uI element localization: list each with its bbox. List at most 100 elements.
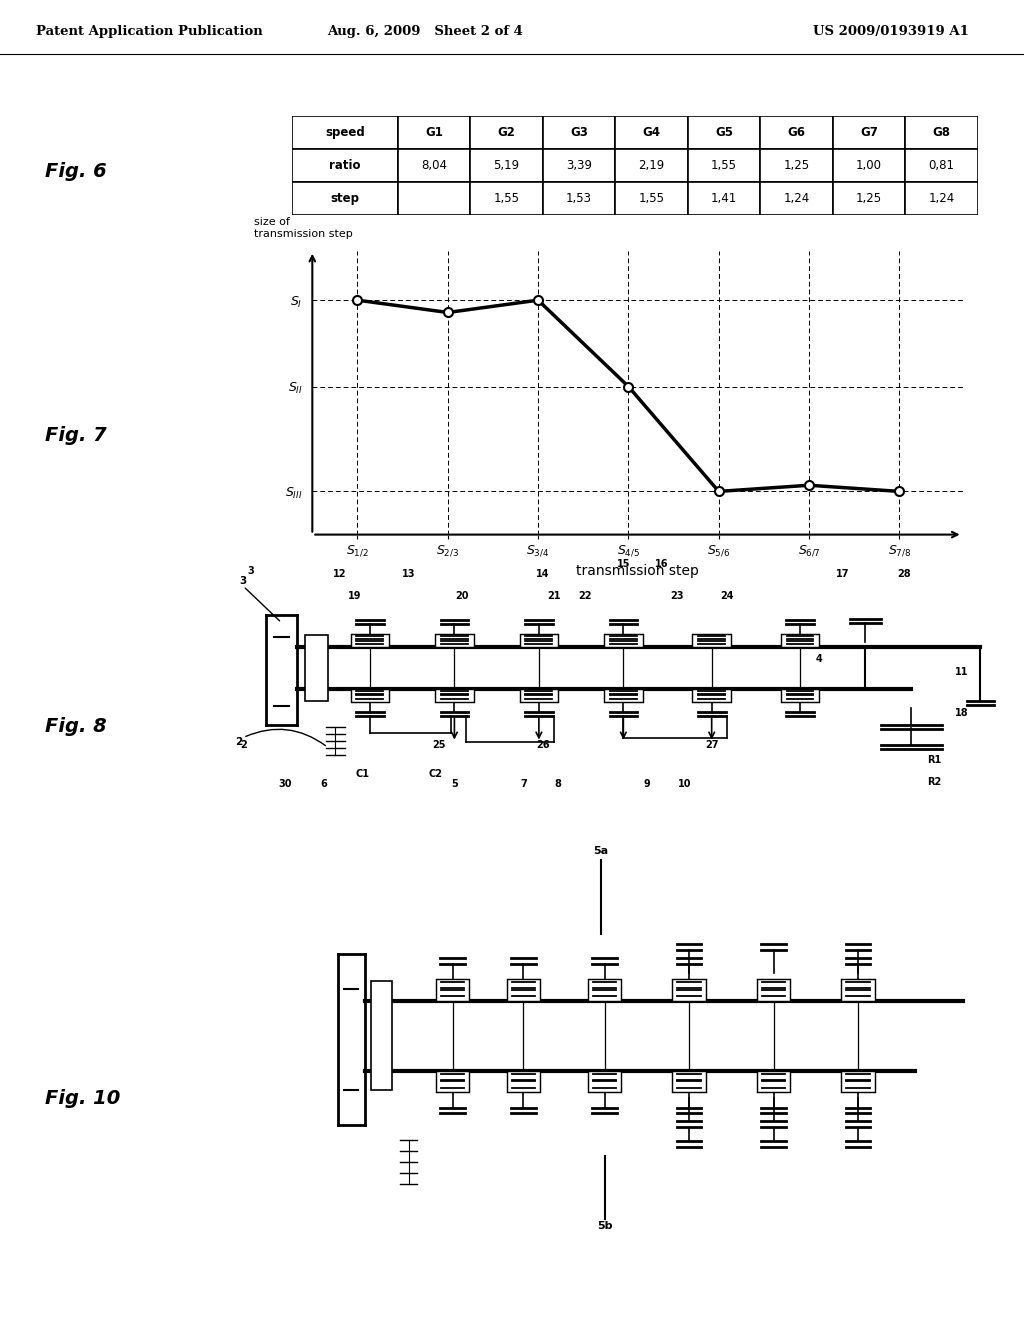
Text: 16: 16 [655, 560, 669, 569]
Bar [833, 149, 905, 182]
Text: 17: 17 [836, 569, 849, 579]
Text: 12: 12 [333, 569, 346, 579]
Bar [543, 116, 615, 149]
Text: Patent Application Publication: Patent Application Publication [36, 25, 262, 38]
Text: G6: G6 [787, 127, 806, 139]
Bar [841, 1071, 874, 1092]
Bar [672, 979, 706, 1001]
Text: 28: 28 [897, 569, 910, 579]
Bar [372, 981, 391, 1090]
Bar [435, 1071, 469, 1092]
Text: 27: 27 [705, 741, 719, 750]
Text: G7: G7 [860, 127, 879, 139]
Bar [305, 635, 328, 701]
Text: ratio: ratio [329, 160, 360, 172]
Bar [615, 116, 688, 149]
Bar [780, 689, 819, 702]
Text: 20: 20 [456, 591, 469, 601]
Bar [350, 634, 389, 647]
Text: G5: G5 [715, 127, 733, 139]
Bar [435, 979, 469, 1001]
Bar [604, 689, 643, 702]
Text: 8,04: 8,04 [421, 160, 447, 172]
Text: 3,39: 3,39 [566, 160, 592, 172]
Text: 25: 25 [432, 741, 445, 750]
Text: 13: 13 [401, 569, 415, 579]
Text: 5: 5 [451, 779, 458, 789]
Text: 3: 3 [248, 566, 254, 577]
Bar [507, 979, 541, 1001]
Text: 3: 3 [240, 577, 247, 586]
Bar [470, 149, 543, 182]
Bar [692, 689, 731, 702]
Text: C2: C2 [428, 770, 442, 779]
Text: G2: G2 [498, 127, 515, 139]
Text: 2,19: 2,19 [639, 160, 665, 172]
Text: 5a: 5a [594, 846, 608, 855]
Bar [519, 634, 558, 647]
Text: C1: C1 [355, 770, 370, 779]
Bar [398, 182, 470, 215]
Text: 2: 2 [236, 738, 243, 747]
Bar [588, 979, 622, 1001]
Text: Fig. 8: Fig. 8 [45, 717, 106, 735]
Text: 1,24: 1,24 [783, 193, 810, 205]
Bar [350, 689, 389, 702]
Text: 6: 6 [321, 779, 328, 789]
Bar [604, 634, 643, 647]
Bar [588, 1071, 622, 1092]
Text: US 2009/0193919 A1: US 2009/0193919 A1 [813, 25, 969, 38]
Text: 1,25: 1,25 [783, 160, 810, 172]
Bar [692, 634, 731, 647]
Bar [507, 1071, 541, 1092]
Bar [841, 979, 874, 1001]
Bar [615, 149, 688, 182]
Bar [761, 149, 833, 182]
Text: 1,55: 1,55 [711, 160, 737, 172]
Text: 7: 7 [520, 779, 527, 789]
Text: 15: 15 [616, 560, 630, 569]
Text: 2: 2 [240, 741, 247, 750]
Bar [905, 149, 978, 182]
Text: 5,19: 5,19 [494, 160, 520, 172]
Bar [398, 149, 470, 182]
Text: 1,24: 1,24 [929, 193, 954, 205]
Text: Fig. 6: Fig. 6 [45, 162, 106, 181]
Text: 0,81: 0,81 [929, 160, 954, 172]
Text: 11: 11 [954, 667, 968, 677]
Text: 1,55: 1,55 [639, 193, 665, 205]
Text: 4: 4 [816, 655, 822, 664]
Text: 14: 14 [536, 569, 550, 579]
Text: R2: R2 [928, 776, 941, 787]
Text: 30: 30 [279, 779, 292, 789]
Bar [470, 116, 543, 149]
Text: R1: R1 [928, 755, 941, 764]
Text: 8: 8 [555, 779, 561, 789]
Text: 22: 22 [579, 591, 592, 601]
Text: step: step [331, 193, 359, 205]
Bar [292, 149, 398, 182]
Text: Fig. 10: Fig. 10 [45, 1089, 121, 1107]
Bar [688, 182, 761, 215]
Bar [833, 116, 905, 149]
Text: 23: 23 [671, 591, 684, 601]
Text: 24: 24 [720, 591, 734, 601]
Text: 1,00: 1,00 [856, 160, 882, 172]
Bar [761, 182, 833, 215]
Bar [543, 149, 615, 182]
Text: G4: G4 [643, 127, 660, 139]
Bar [615, 182, 688, 215]
Text: 9: 9 [643, 779, 650, 789]
Bar [672, 1071, 706, 1092]
Bar [757, 979, 791, 1001]
Bar [757, 1071, 791, 1092]
Text: size of
transmission step: size of transmission step [254, 216, 352, 239]
X-axis label: transmission step: transmission step [577, 564, 698, 578]
Text: G3: G3 [570, 127, 588, 139]
Bar [435, 689, 473, 702]
Text: 5b: 5b [597, 1221, 612, 1232]
Text: speed: speed [325, 127, 365, 139]
Text: 26: 26 [536, 741, 550, 750]
Bar [688, 116, 761, 149]
Bar [905, 182, 978, 215]
